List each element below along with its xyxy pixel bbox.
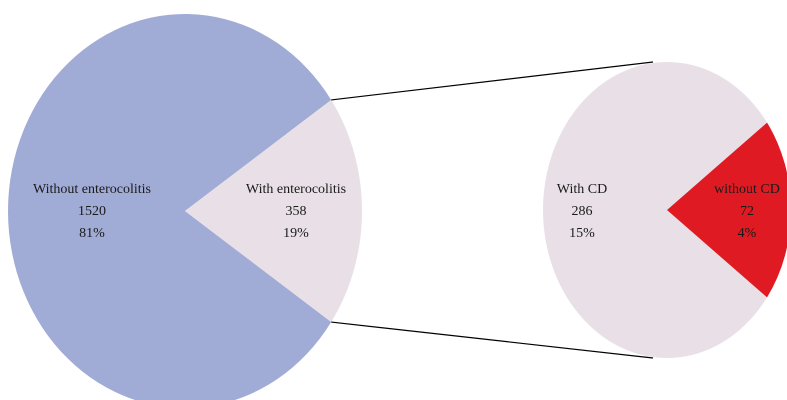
- slice-label-name: Without enterocolitis: [33, 182, 151, 197]
- slice-label-with-enterocolitis: With enterocolitis 358 19%: [246, 182, 346, 241]
- slice-label-without-enterocolitis: Without enterocolitis 1520 81%: [33, 182, 151, 241]
- slice-label-value: 72: [740, 204, 754, 219]
- slice-label-value: 1520: [78, 204, 106, 219]
- connector-line-bottom: [331, 321, 654, 359]
- slice-label-name: With enterocolitis: [246, 182, 346, 197]
- pie-slice-with-cd: [543, 62, 768, 358]
- slice-label-value: 286: [572, 204, 593, 219]
- slice-label-percent: 81%: [79, 226, 105, 241]
- slice-label-value: 358: [286, 204, 307, 219]
- slice-label-percent: 4%: [738, 226, 757, 241]
- pie-slice-without-cd: [667, 122, 787, 298]
- slice-label-percent: 19%: [283, 226, 309, 241]
- connector-line-top: [331, 61, 654, 101]
- pie-slice-with-enterocolitis: [185, 99, 363, 323]
- slice-label-with-cd: With CD 286 15%: [557, 182, 607, 241]
- slice-label-name: With CD: [557, 182, 607, 197]
- slice-label-name: without CD: [714, 182, 780, 197]
- pie-slice-without-enterocolitis: [8, 14, 332, 400]
- slice-label-without-cd: without CD 72 4%: [714, 182, 780, 241]
- slice-label-percent: 15%: [569, 226, 595, 241]
